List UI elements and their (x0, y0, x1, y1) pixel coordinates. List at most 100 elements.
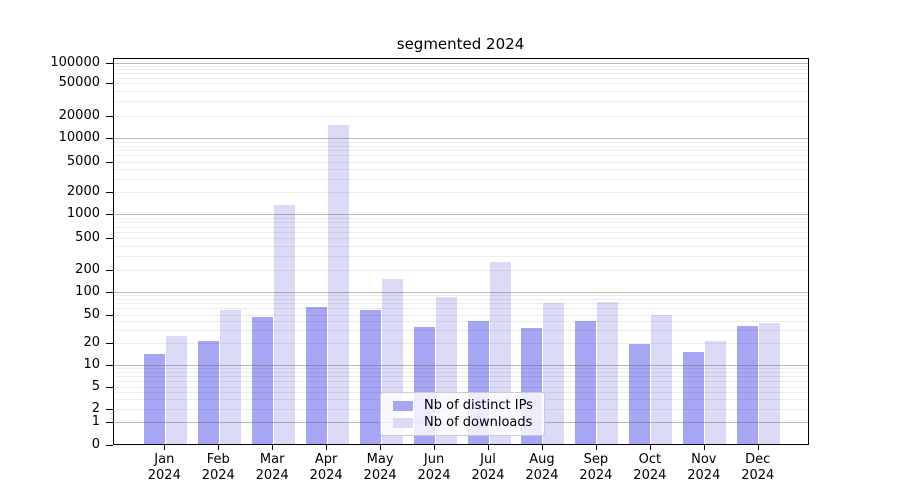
x-tick-year: 2024 (255, 468, 289, 483)
legend-label: Nb of distinct IPs (424, 398, 533, 413)
legend: Nb of distinct IPs Nb of downloads (380, 392, 545, 436)
y-tick-mark (106, 314, 113, 316)
x-tick-mark (326, 445, 328, 450)
x-tick-year: 2024 (417, 468, 451, 483)
x-tick-mark (649, 445, 651, 450)
legend-item: Nb of distinct IPs (393, 398, 534, 413)
gridline-minor (114, 298, 808, 300)
gridline-minor (114, 294, 808, 296)
gridline-minor (114, 73, 808, 75)
gridline-minor (114, 308, 808, 310)
gridline-minor (114, 141, 808, 143)
bar-ips-apr (305, 306, 327, 444)
gridline-minor (114, 178, 808, 180)
y-tick-label: 5000 (66, 153, 100, 169)
x-tick-label-apr: Apr 2024 (294, 452, 358, 484)
bar-ips-feb (197, 341, 219, 444)
x-tick-label-feb: Feb 2024 (186, 452, 250, 484)
gridline-major (114, 62, 808, 64)
gridline-minor (114, 217, 808, 219)
x-tick-month: Apr (314, 452, 338, 467)
y-tick-mark (106, 409, 113, 410)
x-tick-month: Jul (480, 452, 496, 467)
x-tick-label-jun: Jun 2024 (402, 452, 466, 484)
gridline-minor (114, 192, 808, 194)
gridline-minor (114, 238, 808, 239)
gridline-minor (114, 115, 808, 117)
gridline-minor (114, 150, 808, 152)
bar-downloads-dec (759, 322, 781, 444)
y-tick-label: 500 (75, 230, 100, 245)
gridline-minor (114, 321, 808, 323)
gridline-minor (114, 245, 808, 247)
x-tick-month: Jan (154, 452, 175, 467)
chart-title: segmented 2024 (396, 35, 525, 53)
gridline-minor (114, 314, 808, 316)
x-tick-month: Mar (259, 452, 285, 467)
gridline-minor (114, 101, 808, 103)
x-tick-year: 2024 (147, 468, 181, 483)
bar-downloads-oct (651, 315, 673, 444)
x-tick-label-may: May 2024 (348, 452, 412, 484)
gridline-minor (114, 155, 808, 157)
gridline-minor (114, 303, 808, 305)
y-tick-label: 2 (91, 401, 100, 416)
bar-downloads-aug (543, 302, 565, 444)
x-tick-label-jul: Jul 2024 (456, 452, 520, 484)
x-tick-label-oct: Oct 2024 (618, 452, 682, 484)
bar-ips-nov (683, 351, 705, 444)
x-tick-month: Aug (529, 452, 555, 467)
gridline-minor (114, 69, 808, 71)
x-tick-mark (380, 445, 382, 450)
x-tick-month: Nov (691, 452, 717, 467)
gridline-minor (114, 65, 808, 67)
gridline-minor (114, 221, 808, 223)
y-tick-mark (106, 161, 113, 163)
y-tick-label: 20 (83, 334, 100, 350)
x-tick-label-mar: Mar 2024 (240, 452, 304, 484)
gridline-major (114, 214, 808, 216)
y-tick-mark (106, 83, 113, 85)
x-tick-label-sep: Sep 2024 (564, 452, 628, 484)
bar-ips-may (359, 309, 381, 444)
y-tick-mark (106, 138, 113, 140)
x-tick-month: Oct (638, 452, 662, 467)
x-tick-mark (757, 445, 759, 450)
y-tick-mark (106, 115, 113, 117)
gridline-major (114, 291, 808, 293)
x-tick-label-aug: Aug 2024 (510, 452, 574, 484)
y-tick-label: 100000 (50, 54, 100, 70)
y-tick-mark (106, 192, 113, 194)
bar-ips-oct (629, 344, 651, 444)
gridline-minor (114, 226, 808, 228)
x-tick-year: 2024 (471, 468, 505, 483)
gridline-minor (114, 330, 808, 332)
y-tick-mark (106, 364, 113, 366)
y-tick-mark (106, 421, 113, 423)
y-tick-label: 0 (91, 436, 100, 452)
bar-ips-mar (251, 317, 273, 444)
x-tick-year: 2024 (579, 468, 613, 483)
x-tick-mark (488, 445, 489, 450)
bar-downloads-jan (165, 335, 187, 444)
bar-ips-dec (737, 326, 759, 444)
bar-ips-sep (575, 321, 597, 444)
bar-downloads-feb (219, 310, 241, 444)
y-tick-label: 100 (75, 283, 100, 299)
y-tick-label: 2000 (66, 184, 100, 200)
x-tick-label-dec: Dec 2024 (726, 452, 790, 484)
bar-downloads-sep (597, 301, 619, 444)
x-tick-year: 2024 (525, 468, 559, 483)
y-tick-mark (106, 342, 113, 344)
x-tick-month: Jun (423, 452, 445, 467)
gridline-minor (114, 77, 808, 79)
gridline-minor (114, 161, 808, 163)
y-tick-mark (106, 444, 113, 446)
y-tick-label: 50000 (58, 75, 100, 91)
y-tick-mark (106, 238, 113, 239)
x-tick-year: 2024 (363, 468, 397, 483)
x-tick-month: May (366, 452, 394, 467)
y-tick-mark (106, 291, 113, 293)
y-tick-label: 5 (91, 379, 100, 394)
